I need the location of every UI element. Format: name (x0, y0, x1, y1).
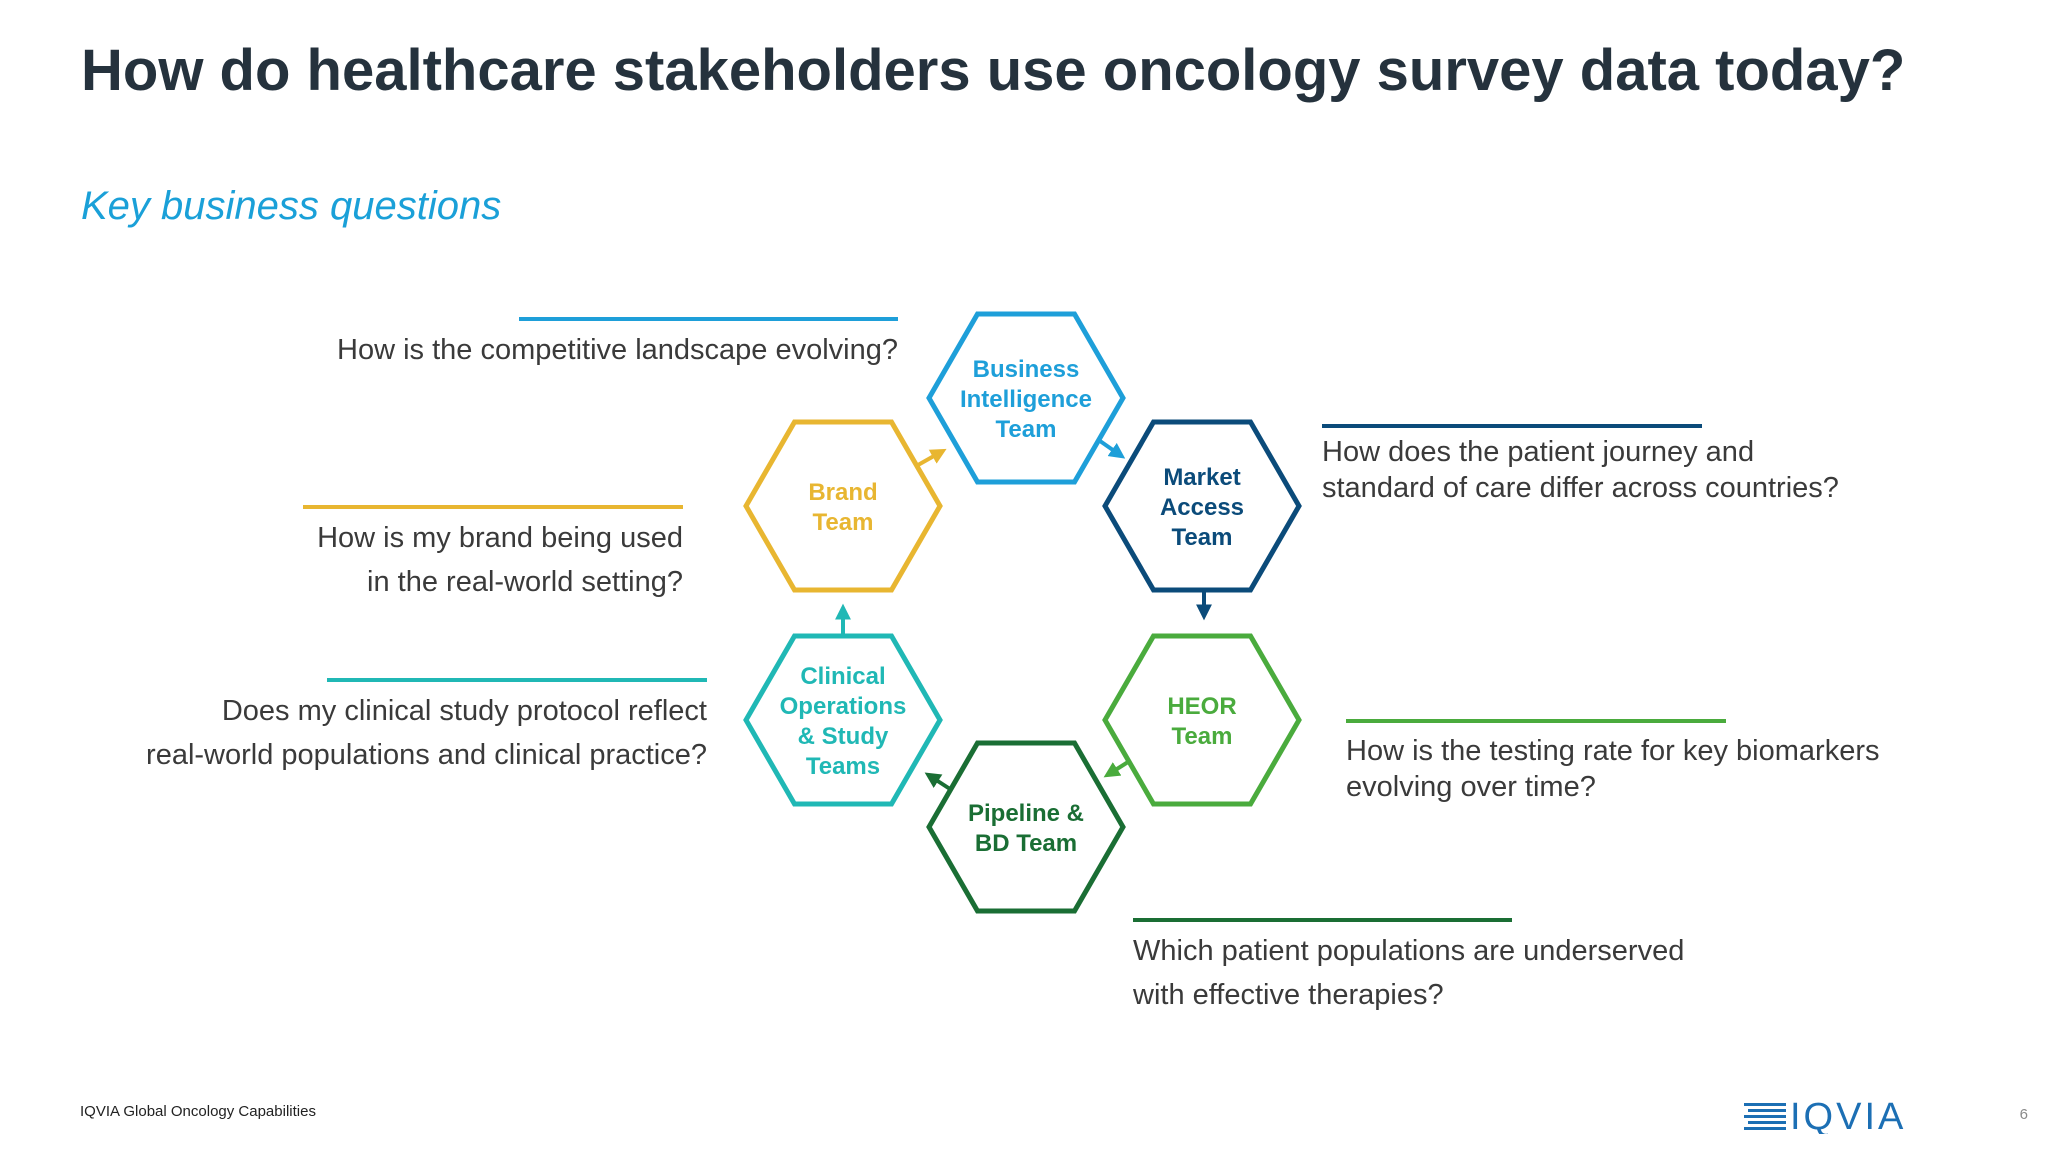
question-rule-bi (519, 317, 898, 321)
logo-text: IQVIA (1790, 1096, 1906, 1134)
question-heor-line-1: How is the testing rate for key biomarke… (1346, 735, 1880, 767)
question-rule-clin (327, 678, 707, 682)
hexagon-shape-ma (1102, 419, 1302, 593)
question-brand-line-2: in the real-world setting? (367, 566, 683, 598)
question-ma-line-1: How does the patient journey and (1322, 436, 1755, 468)
hexagon-label-brand-1: Brand (808, 479, 877, 506)
hexagon-label-pbd-1: Pipeline & (968, 800, 1084, 827)
hexagon-shape-pbd (926, 740, 1126, 914)
page-title: How do healthcare stakeholders use oncol… (81, 38, 1906, 103)
hexagon-label-clin-3: & Study (798, 723, 889, 750)
hexagon-clin: Clinical Operations & Study Teams (743, 633, 943, 807)
question-clin-line-2: real-world populations and clinical prac… (146, 739, 707, 771)
hexagon-label-ma-1: Market (1163, 464, 1240, 491)
hexagon-shape-brand (743, 419, 943, 593)
footer-source: IQVIA Global Oncology Capabilities (80, 1103, 316, 1120)
hexagon-pbd: Pipeline & BD Team (926, 740, 1126, 914)
question-bi: How is the competitive landscape evolvin… (337, 328, 898, 372)
question-heor-line-2: evolving over time? (1346, 771, 1596, 803)
hexagon-label-pbd-2: BD Team (975, 830, 1077, 857)
page-subtitle: Key business questions (81, 184, 502, 228)
hexagon-label-brand-2: Team (813, 509, 874, 536)
hexagon-label-bi-3: Team (996, 416, 1057, 443)
hexagon-bi: Business Intelligence Team (926, 311, 1126, 485)
question-rule-heor (1346, 719, 1726, 723)
hexagon-label-bi-1: Business (973, 356, 1080, 383)
hexagon-label-heor-1: HEOR (1167, 693, 1236, 720)
flow-arrow-from-heor (1103, 760, 1130, 778)
question-pbd-line-1: Which patient populations are underserve… (1133, 935, 1685, 967)
hexagon-shape-bi (926, 311, 1126, 485)
hexagon-heor: HEOR Team (1102, 633, 1302, 807)
question-brand-line-1: How is my brand being used (317, 522, 683, 554)
question-rule-ma (1322, 424, 1702, 428)
question-rule-pbd (1133, 918, 1512, 922)
question-ma-line-2: standard of care differ across countries… (1322, 472, 1839, 504)
flow-arrow-from-pbd (924, 772, 952, 791)
hexagon-label-clin-2: Operations (780, 693, 907, 720)
question-pbd: Which patient populations are underserve… (1133, 929, 1684, 1017)
question-heor: How is the testing rate for key biomarke… (1346, 733, 1879, 805)
question-clin: Does my clinical study protocol reflect … (146, 689, 707, 777)
hexagon-label-heor-2: Team (1172, 723, 1233, 750)
hexagon-label-clin-4: Teams (806, 753, 880, 780)
flow-arrow-from-bi (1098, 439, 1126, 459)
question-pbd-line-2: with effective therapies? (1133, 979, 1444, 1011)
question-clin-line-1: Does my clinical study protocol reflect (221, 695, 707, 727)
page-number: 6 (2019, 1106, 2028, 1123)
hexagon-label-clin-1: Clinical (800, 663, 885, 690)
hexagon-brand: Brand Team (743, 419, 943, 593)
hexagon-shape-clin (743, 633, 943, 807)
hexagon-shape-heor (1102, 633, 1302, 807)
hexagon-label-ma-3: Team (1172, 524, 1233, 551)
question-ma: How does the patient journey and standar… (1322, 434, 1839, 506)
question-brand: How is my brand being used in the real-w… (317, 516, 683, 604)
hexagon-label-ma-2: Access (1160, 494, 1244, 521)
hexagon-ma: Market Access Team (1102, 419, 1302, 593)
flow-arrow-from-brand (917, 448, 947, 467)
iqvia-logo: IQVIA (1744, 1096, 1906, 1134)
hexagon-label-bi-2: Intelligence (960, 386, 1092, 413)
question-rule-brand (303, 505, 683, 509)
question-bi-line-1: How is the competitive landscape evolvin… (337, 334, 898, 366)
logo-lines-icon (1744, 1103, 1786, 1130)
